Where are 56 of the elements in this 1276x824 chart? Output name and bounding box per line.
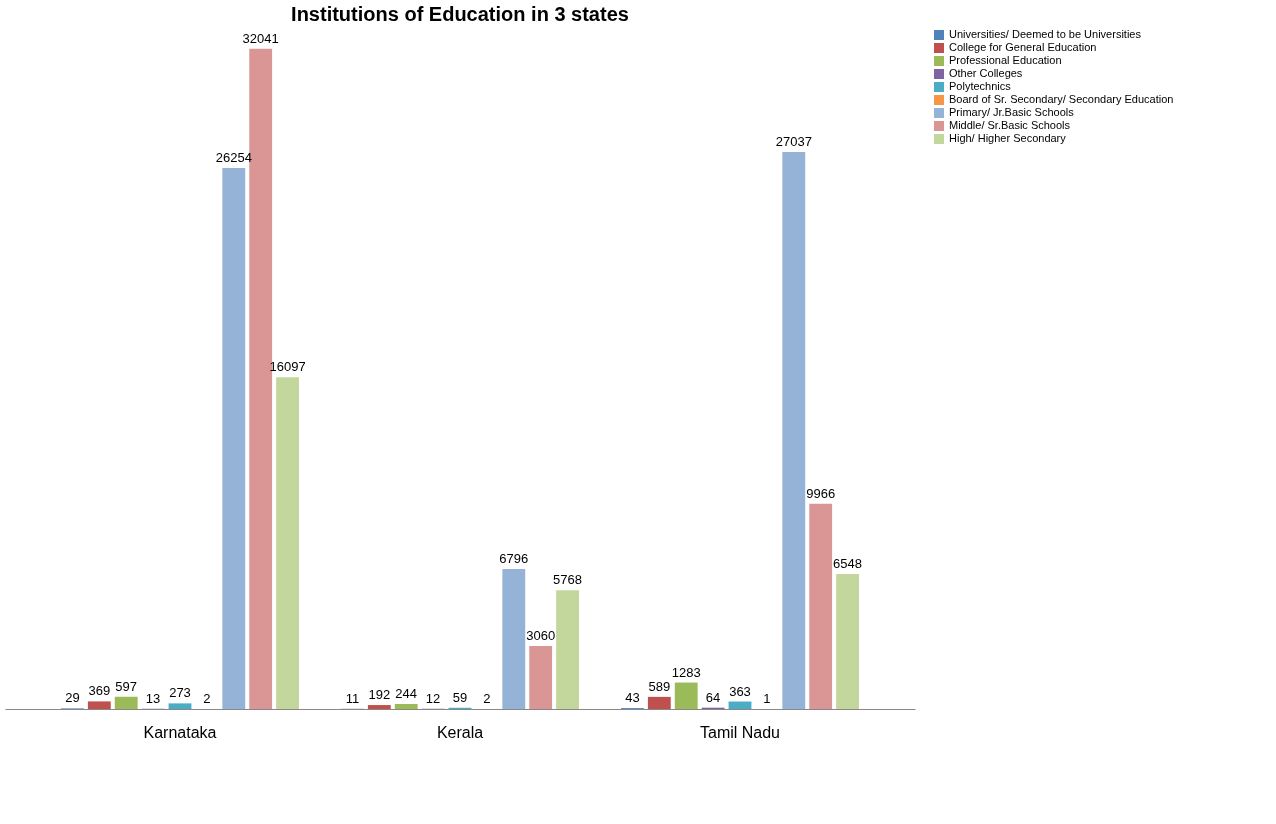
bar <box>394 703 418 709</box>
bar <box>836 574 859 709</box>
legend-label: High/ Higher Secondary <box>949 132 1067 144</box>
data-label: 2 <box>483 690 491 706</box>
bar <box>782 151 806 709</box>
legend-label: Other Colleges <box>949 67 1023 79</box>
data-label: 1283 <box>671 664 701 680</box>
data-label: 363 <box>729 683 751 699</box>
bar <box>809 503 833 709</box>
x-tick-label: Karnataka <box>143 723 217 741</box>
bar <box>728 701 752 709</box>
data-label: 273 <box>169 685 191 701</box>
bar <box>674 682 698 709</box>
data-label: 244 <box>395 685 418 701</box>
data-label: 16097 <box>269 359 306 375</box>
bar <box>87 701 111 709</box>
data-label: 3060 <box>526 627 556 643</box>
data-label: 27037 <box>775 133 812 149</box>
data-label: 597 <box>115 678 138 694</box>
bar <box>114 696 138 709</box>
data-label: 5768 <box>553 572 583 588</box>
data-label: 11 <box>345 690 360 706</box>
data-label: 32041 <box>242 30 279 46</box>
chart-title: Institutions of Education in 3 states <box>291 3 629 25</box>
bar <box>529 645 553 709</box>
bar <box>222 168 246 709</box>
data-label: 29 <box>65 690 80 706</box>
data-label: 43 <box>625 690 640 706</box>
data-label: 2 <box>203 690 211 706</box>
legend-label: Universities/ Deemed to be Universities <box>949 28 1142 40</box>
data-label: 192 <box>368 687 391 703</box>
data-label: 6548 <box>833 556 863 572</box>
legend-label: College for General Education <box>949 41 1097 53</box>
bar <box>168 703 192 709</box>
data-label: 1 <box>763 690 771 706</box>
bar <box>502 568 526 709</box>
data-label: 64 <box>705 689 721 705</box>
legend-label: Middle/ Sr.Basic Schools <box>949 119 1071 131</box>
legend-label: Professional Education <box>949 54 1062 66</box>
data-label: 589 <box>648 678 671 694</box>
legend-label: Board of Sr. Secondary/ Secondary Education <box>949 93 1174 105</box>
data-label: 59 <box>452 689 468 705</box>
data-label: 12 <box>425 690 441 706</box>
legend-label: Polytechnics <box>949 80 1012 92</box>
x-tick-label: Kerala <box>436 723 484 741</box>
bar <box>276 377 299 709</box>
data-label: 369 <box>88 683 111 699</box>
x-tick-label: Tamil Nadu <box>699 723 781 741</box>
bar <box>367 705 391 709</box>
bar <box>647 696 671 709</box>
bar <box>556 590 579 709</box>
legend-label: Primary/ Jr.Basic Schools <box>949 106 1075 118</box>
data-label: 26254 <box>215 150 252 166</box>
data-label: 9966 <box>806 485 836 501</box>
data-label: 6796 <box>499 550 529 566</box>
data-label: 13 <box>145 690 161 706</box>
